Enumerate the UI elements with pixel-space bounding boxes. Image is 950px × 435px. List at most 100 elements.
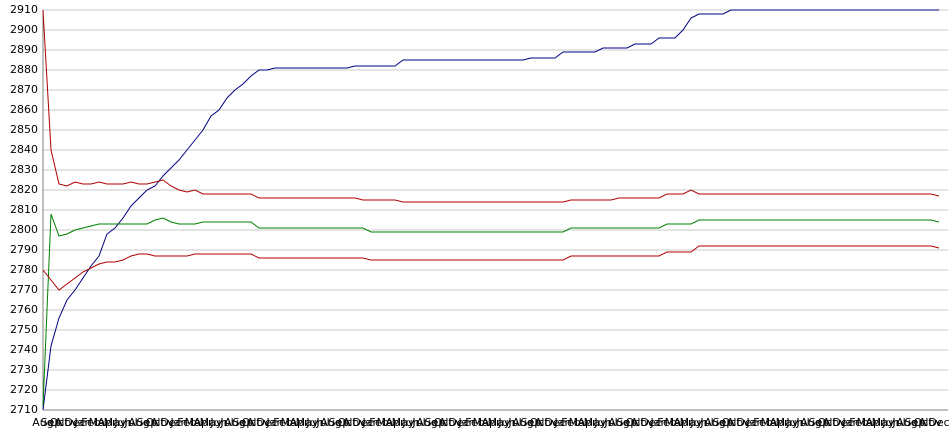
x-tick-label: Jun: [497, 416, 515, 429]
y-tick-label: 2830: [10, 163, 38, 176]
x-tick-label: Dec: [160, 416, 181, 429]
x-tick-label: Jun: [401, 416, 419, 429]
y-tick-label: 2760: [10, 303, 38, 316]
x-tick-label: Mar: [377, 416, 398, 429]
x-tick-label: Mar: [185, 416, 206, 429]
x-tick-label: Feb: [177, 416, 196, 429]
x-tick-label: Nov: [152, 416, 174, 429]
x-tick-label: Apr: [385, 416, 405, 429]
x-tick-label: Jul: [603, 416, 617, 429]
x-tick-label: May: [680, 416, 703, 429]
x-tick-label: May: [296, 416, 319, 429]
x-tick-label: Dec: [928, 416, 949, 429]
x-tick-label: Oct: [433, 416, 453, 429]
x-tick-label: Dec: [544, 416, 565, 429]
x-tick-label: Oct: [721, 416, 741, 429]
x-tick-label: Nov: [728, 416, 750, 429]
x-tick-label: Jan: [650, 416, 668, 429]
x-tick-label: Jan: [746, 416, 764, 429]
x-tick-label: Nov: [920, 416, 942, 429]
x-tick-label: Sep: [233, 416, 254, 429]
x-tick-label: Jun: [593, 416, 611, 429]
x-tick-label: Oct: [241, 416, 261, 429]
y-tick-label: 2900: [10, 23, 38, 36]
series-line: [42, 9, 939, 411]
x-tick-label: Feb: [849, 416, 868, 429]
x-tick-label: May: [200, 416, 223, 429]
x-tick-label: Jan: [170, 416, 188, 429]
x-tick-label: Nov: [344, 416, 366, 429]
x-tick-label: Feb: [81, 416, 100, 429]
x-tick-label: Nov: [632, 416, 654, 429]
x-tick-label: Mar: [761, 416, 782, 429]
x-tick-label: Nov: [248, 416, 270, 429]
x-tick-label: Jan: [362, 416, 380, 429]
y-tick-label: 2730: [10, 363, 38, 376]
y-tick-label: 2790: [10, 243, 38, 256]
x-tick-label: May: [584, 416, 607, 429]
x-tick-label: Jan: [554, 416, 572, 429]
x-tick-label: Apr: [193, 416, 213, 429]
x-tick-label: Feb: [465, 416, 484, 429]
x-tick-label: Jul: [507, 416, 521, 429]
x-tick-label: Sep: [41, 416, 62, 429]
y-tick-label: 2880: [10, 63, 38, 76]
x-tick-label: Apr: [481, 416, 501, 429]
x-tick-label: Jan: [842, 416, 860, 429]
x-tick-label: Dec: [448, 416, 469, 429]
x-tick-label: May: [392, 416, 415, 429]
x-tick-label: May: [104, 416, 127, 429]
x-tick-label: Jun: [305, 416, 323, 429]
x-tick-label: Sep: [905, 416, 926, 429]
x-tick-label: Mar: [857, 416, 878, 429]
x-tick-label: Sep: [617, 416, 638, 429]
x-tick-label: Mar: [569, 416, 590, 429]
y-tick-label: 2850: [10, 123, 38, 136]
x-tick-label: Mar: [281, 416, 302, 429]
y-tick-label: 2740: [10, 343, 38, 356]
x-tick-label: Jun: [113, 416, 131, 429]
x-tick-label: Apr: [865, 416, 885, 429]
x-tick-label: Aug: [896, 416, 917, 429]
x-tick-label: Dec: [640, 416, 661, 429]
x-tick-label: Jul: [891, 416, 905, 429]
x-tick-label: Apr: [577, 416, 597, 429]
x-tick-label: Sep: [809, 416, 830, 429]
x-tick-label: Aug: [320, 416, 341, 429]
x-tick-label: Sep: [329, 416, 350, 429]
x-tick-label: Feb: [657, 416, 676, 429]
x-tick-label: Jan: [266, 416, 284, 429]
x-tick-label: Feb: [369, 416, 388, 429]
x-tick-label: Jan: [458, 416, 476, 429]
x-tick-label: Jun: [785, 416, 803, 429]
y-tick-label: 2810: [10, 203, 38, 216]
series-line: [42, 213, 940, 407]
x-tick-label: Oct: [913, 416, 933, 429]
x-tick-label: Oct: [529, 416, 549, 429]
x-tick-label: Aug: [224, 416, 245, 429]
x-tick-label: Dec: [256, 416, 277, 429]
x-tick-label: Aug: [608, 416, 629, 429]
x-tick-label: Jun: [881, 416, 899, 429]
x-tick-label: Jun: [689, 416, 707, 429]
x-tick-label: Dec: [64, 416, 85, 429]
x-tick-label: Sep: [425, 416, 446, 429]
x-tick-label: Dec: [736, 416, 757, 429]
x-tick-label: Oct: [337, 416, 357, 429]
x-tick-label: Mar: [89, 416, 110, 429]
x-tick-label: Nov: [440, 416, 462, 429]
x-tick-label: Jan: [74, 416, 92, 429]
y-tick-label: 2910: [10, 3, 38, 16]
x-tick-label: Oct: [145, 416, 165, 429]
y-tick-label: 2720: [10, 383, 38, 396]
y-tick-label: 2860: [10, 103, 38, 116]
y-tick-label: 2770: [10, 283, 38, 296]
x-tick-label: Dec: [832, 416, 853, 429]
x-tick-label: May: [776, 416, 799, 429]
x-tick-label: Aug: [32, 416, 53, 429]
x-tick-label: Aug: [800, 416, 821, 429]
x-tick-label: Feb: [753, 416, 772, 429]
y-tick-label: 2750: [10, 323, 38, 336]
